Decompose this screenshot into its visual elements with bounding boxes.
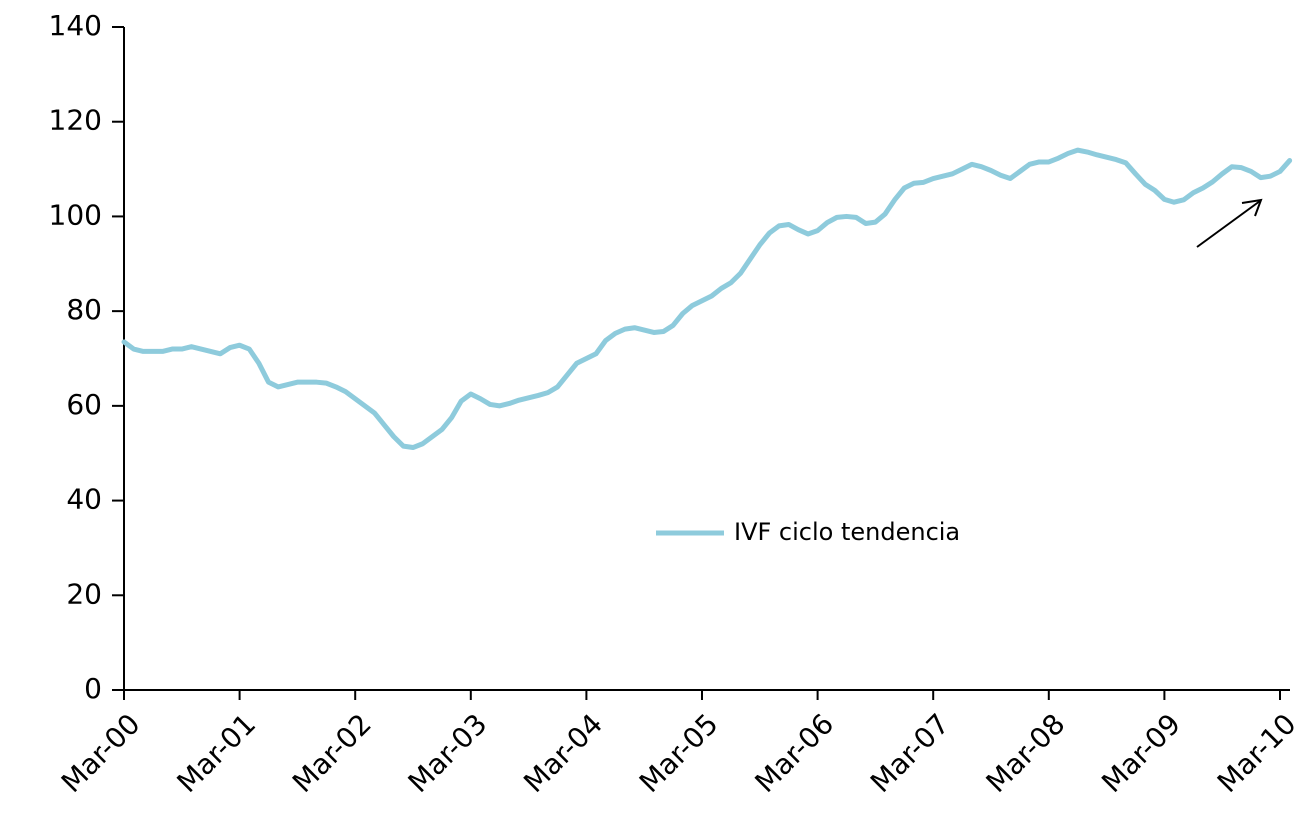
y-tick-label: 40 [66, 483, 102, 516]
x-tick-label: Mar-08 [980, 707, 1072, 799]
y-tick-label: 80 [66, 293, 102, 326]
x-tick-label: Mar-00 [55, 707, 147, 799]
y-tick-label: 20 [66, 577, 102, 610]
annotation-arrow [1196, 200, 1261, 248]
y-tick-label: 100 [49, 198, 102, 231]
x-tick-label: Mar-03 [402, 707, 494, 799]
x-tick-label: Mar-05 [633, 707, 725, 799]
x-tick-label: Mar-01 [170, 707, 262, 799]
y-tick-label: 0 [84, 672, 102, 705]
y-tick-label: 140 [49, 9, 102, 42]
x-tick-label: Mar-04 [517, 707, 609, 799]
y-tick-label: 60 [66, 388, 102, 421]
series-line [121, 147, 1293, 451]
x-tick-label: Mar-07 [864, 707, 956, 799]
x-tick-label: Mar-06 [748, 707, 840, 799]
annotation-arrow-head [1241, 198, 1263, 217]
x-tick-label: Mar-02 [286, 707, 378, 799]
legend-label: IVF ciclo tendencia [734, 518, 960, 546]
x-tick-label: Mar-10 [1211, 707, 1294, 799]
x-tick-label: Mar-09 [1095, 707, 1187, 799]
y-tick-label: 120 [49, 104, 102, 137]
